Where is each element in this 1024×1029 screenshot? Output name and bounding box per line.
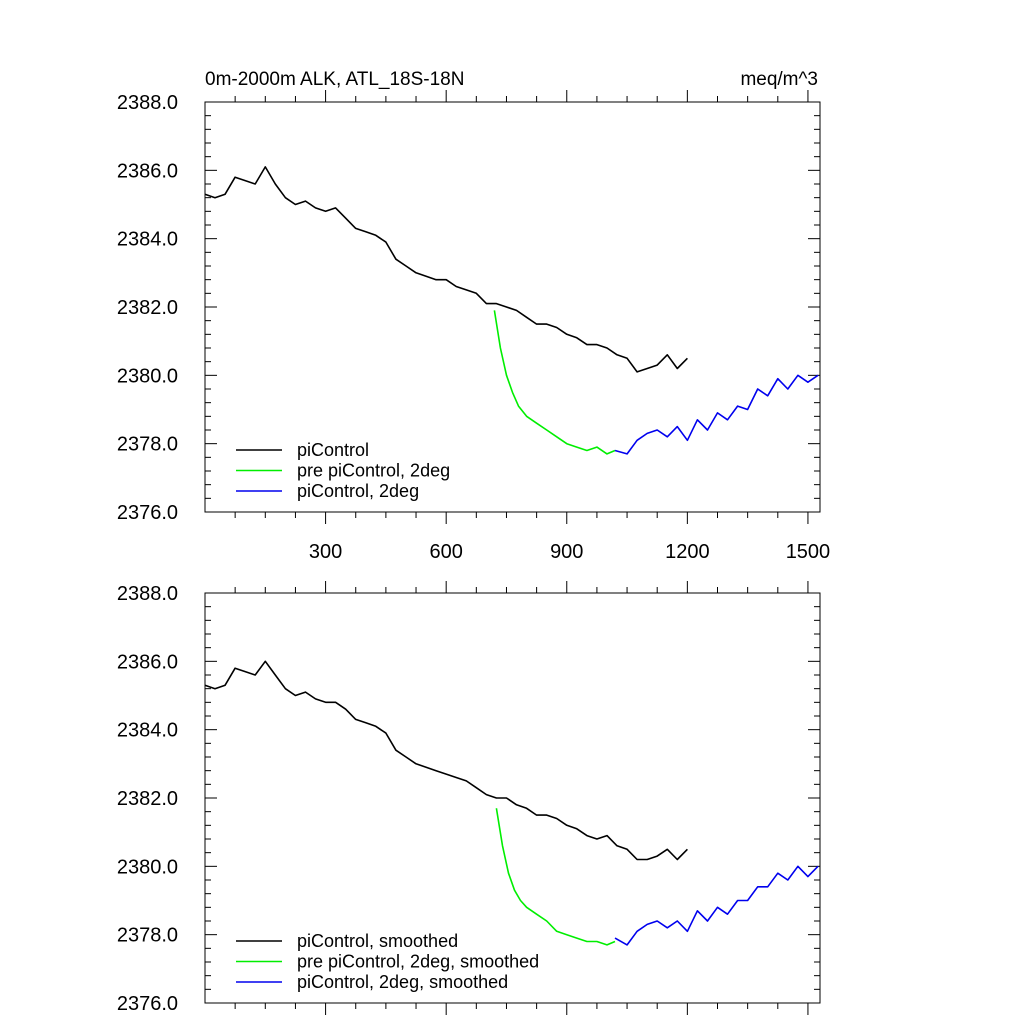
legend-label: piControl, 2deg, smoothed <box>297 972 508 992</box>
panel-2: 2376.0 2378.0 2380.0 2382.0 2384.0 2386.0 2388… <box>117 581 821 1015</box>
y-tick-label: 2380.0 <box>117 365 178 387</box>
panel-1: 2376.0 2378.0 2380.0 2382.0 2384.0 2386.0 2388… <box>117 69 830 563</box>
y-tick-label: 2386.0 <box>117 160 178 182</box>
legend-label: pre piControl, 2deg <box>297 461 450 481</box>
chart-units: meq/m^3 <box>740 69 818 90</box>
legend-label: piControl, 2deg <box>297 481 419 501</box>
series-line-2 <box>493 310 616 455</box>
y-tick-label: 2388.0 <box>117 92 178 114</box>
x-tick-label: 600 <box>429 541 462 563</box>
legend-label: piControl <box>297 440 369 460</box>
y-tick-label: 2378.0 <box>117 925 178 947</box>
legend-label: pre piControl, 2deg, smoothed <box>297 952 539 972</box>
y-tick-label: 2376.0 <box>117 993 178 1015</box>
legend-label: piControl, smoothed <box>297 931 458 951</box>
chart-title: 0m-2000m ALK, ATL_18S-18N <box>205 69 464 90</box>
series-line-2 <box>495 808 616 946</box>
y-tick-label: 2384.0 <box>117 229 178 251</box>
y-tick-label: 2384.0 <box>117 720 178 742</box>
x-tick-label: 1200 <box>665 541 710 563</box>
y-tick-label: 2388.0 <box>117 583 178 605</box>
y-tick-label: 2380.0 <box>117 856 178 878</box>
series-line-1 <box>204 660 688 861</box>
x-tick-label: 300 <box>309 541 342 563</box>
x-tick-label: 900 <box>550 541 583 563</box>
series-line-3 <box>614 374 819 455</box>
y-tick-label: 2382.0 <box>117 788 178 810</box>
x-tick-label: 1500 <box>786 541 831 563</box>
y-tick-label: 2378.0 <box>117 434 178 456</box>
y-tick-label: 2382.0 <box>117 297 178 319</box>
y-tick-label: 2386.0 <box>117 651 178 673</box>
series-line-1 <box>204 166 688 373</box>
series-line-3 <box>614 865 819 946</box>
y-tick-label: 2376.0 <box>117 502 178 524</box>
